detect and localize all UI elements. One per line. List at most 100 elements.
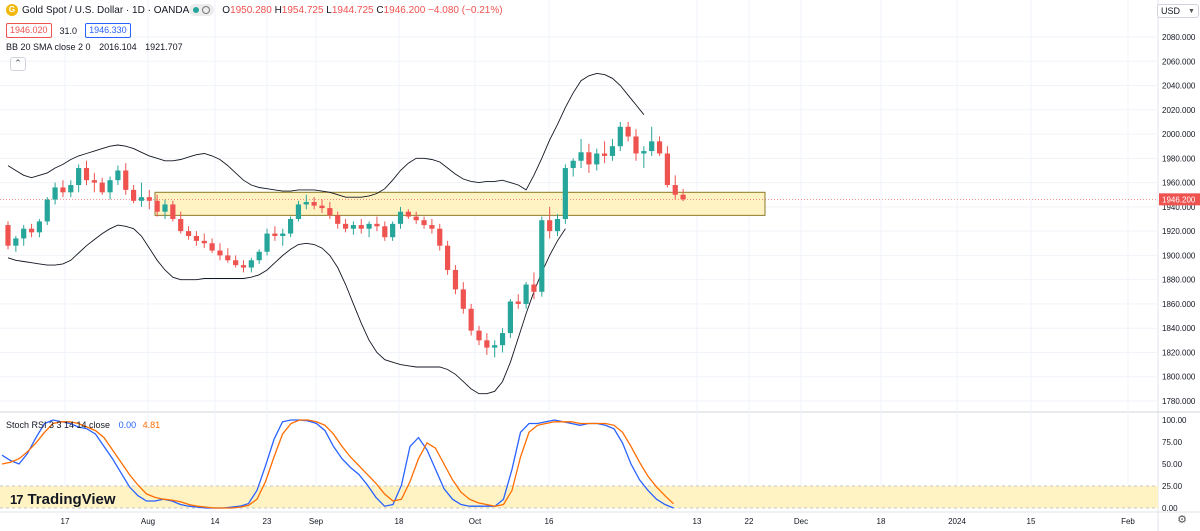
stoch-y-tick-label: 100.00 [1162, 416, 1187, 425]
candle-body [342, 223, 349, 229]
candle-body [5, 225, 11, 246]
candle-body [617, 126, 623, 147]
candle-body [303, 202, 309, 205]
currency-selector[interactable]: USD ▼ [1157, 4, 1199, 18]
candle-body [374, 223, 380, 227]
candle-body [201, 240, 207, 244]
candle-body [162, 204, 168, 212]
candle-body [233, 260, 239, 266]
candle-body [649, 141, 655, 152]
candle-body [656, 141, 663, 154]
y-tick-label: 2060.000 [1162, 57, 1196, 66]
x-tick-label: 23 [263, 517, 272, 526]
support-zone-rect [154, 191, 766, 216]
eye-icon [202, 6, 211, 14]
tradingview-wordmark: TradingView [27, 491, 116, 508]
x-tick-label: Feb [1121, 517, 1135, 526]
x-tick-label: 18 [877, 517, 886, 526]
candle-body [586, 152, 592, 165]
candle-body [91, 180, 97, 183]
candle-body [146, 197, 152, 201]
sell-price-button[interactable]: 1946.020 [6, 23, 52, 38]
candle-body [390, 223, 396, 238]
candle-body [366, 223, 372, 229]
candle-body [547, 220, 553, 232]
candle-body [60, 187, 66, 193]
stoch-y-tick-label: 50.00 [1162, 460, 1183, 469]
change-value: −4.080 (−0.21%) [428, 4, 503, 16]
candle-body [437, 228, 443, 246]
candle-body [280, 233, 286, 236]
candle-body [272, 233, 278, 236]
bollinger-upper-value: 2016.104 [99, 42, 137, 52]
last-price-tag-label: 1946.200 [1162, 195, 1196, 204]
stoch-d-line [1, 419, 674, 509]
candle-body [21, 228, 27, 239]
bollinger-legend[interactable]: BB 20 SMA close 2 0 2016.104 1921.707 [6, 42, 183, 52]
y-tick-label: 1920.000 [1162, 227, 1196, 236]
quote-panel: 1946.020 31.0 1946.330 [6, 23, 131, 38]
y-tick-label: 1860.000 [1162, 300, 1196, 309]
x-tick-label: Dec [794, 517, 808, 526]
candle-body [240, 265, 247, 268]
stoch-rsi-legend[interactable]: Stoch RSI 3 3 14 14 close 0.00 4.81 [6, 420, 160, 430]
candle-body [633, 136, 639, 154]
candle-body [672, 185, 678, 195]
candle-body [499, 333, 506, 346]
candle-body [594, 153, 600, 165]
y-tick-label: 1960.000 [1162, 179, 1196, 188]
x-tick-label: Oct [469, 517, 482, 526]
candle-body [154, 200, 160, 212]
candle-body [484, 340, 490, 348]
low-label: L [326, 4, 332, 16]
collapse-legend-chevron-icon[interactable]: ⌃ [10, 57, 26, 71]
candle-body [554, 219, 561, 232]
stoch-k-value: 0.00 [118, 420, 137, 430]
candle-body [523, 284, 529, 304]
candle-body [83, 168, 90, 181]
x-tick-label: 2024 [948, 517, 966, 526]
bollinger-upper-line [7, 72, 645, 198]
x-tick-label: 16 [545, 517, 554, 526]
candle-body [460, 289, 466, 309]
candle-body [476, 330, 482, 341]
bollinger-lower-value: 1921.707 [145, 42, 183, 52]
candle-body [405, 211, 411, 217]
candle-body [507, 301, 513, 334]
candle-body [123, 170, 129, 190]
candle-body [445, 245, 451, 270]
candle-body [350, 225, 356, 229]
x-tick-label: Aug [141, 517, 155, 526]
market-status-pill[interactable] [189, 4, 215, 16]
candle-body [68, 185, 74, 193]
symbol-title[interactable]: Gold Spot / U.S. Dollar · 1D · OANDA [22, 4, 190, 16]
market-open-dot-icon [193, 7, 200, 13]
symbol-header[interactable]: G Gold Spot / U.S. Dollar · 1D · OANDA O… [6, 4, 503, 16]
ohlc-readout: O1950.280 H1954.725 L1944.725 C1946.200 … [222, 5, 502, 16]
x-tick-label: 13 [693, 517, 702, 526]
stoch-d-value: 4.81 [142, 420, 161, 430]
buy-price-button[interactable]: 1946.330 [85, 23, 131, 38]
open-label: O [222, 4, 231, 16]
last-price-tag [1159, 193, 1200, 206]
stoch-y-tick-label: 25.00 [1162, 482, 1183, 491]
candle-body [625, 126, 631, 137]
candle-body [468, 308, 474, 331]
stoch-band [0, 486, 1158, 508]
gear-icon[interactable]: ⚙ [1177, 514, 1187, 526]
tradingview-logo[interactable]: 17 TradingView [10, 491, 116, 508]
candle-body [217, 250, 223, 256]
stoch-y-tick-label: 0.00 [1162, 504, 1178, 513]
y-tick-label: 1980.000 [1162, 154, 1196, 163]
candle-body [295, 204, 302, 219]
y-tick-label: 1840.000 [1162, 324, 1196, 333]
candle-body [358, 225, 364, 229]
x-tick-label: Sep [309, 517, 324, 526]
candle-body [311, 202, 317, 206]
candle-body [178, 219, 184, 232]
bollinger-lower-line [7, 224, 566, 395]
candle-body [36, 221, 42, 233]
